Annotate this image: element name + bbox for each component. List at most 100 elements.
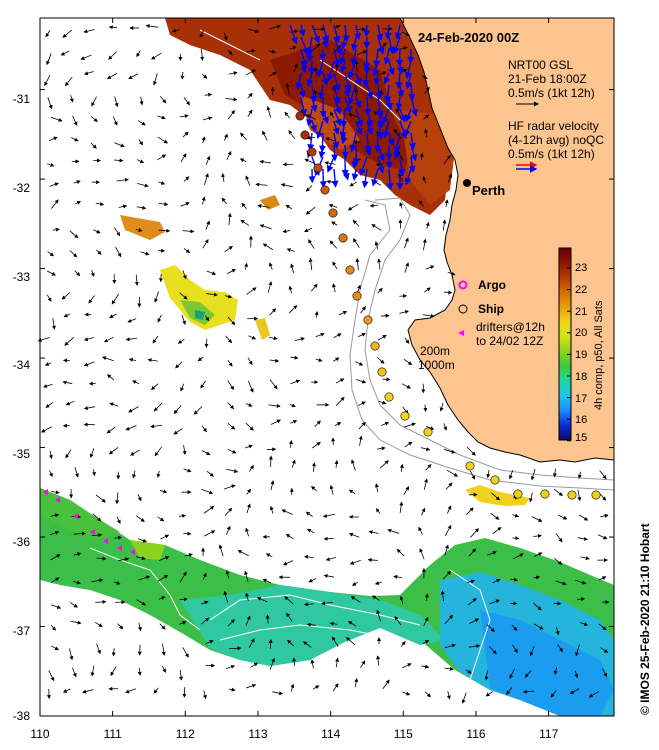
current-arrow bbox=[136, 205, 147, 210]
current-arrow bbox=[111, 648, 116, 657]
hf-radar-arrow bbox=[387, 132, 395, 147]
current-arrow bbox=[447, 173, 453, 183]
current-arrow bbox=[227, 49, 233, 56]
current-arrow bbox=[509, 668, 516, 679]
current-arrow bbox=[268, 403, 281, 408]
colorbar-title: 4h comp, p50, All Sats bbox=[593, 300, 605, 410]
current-arrow bbox=[157, 314, 162, 323]
current-arrow bbox=[158, 202, 169, 207]
current-arrow bbox=[399, 201, 404, 209]
current-arrow bbox=[322, 513, 336, 518]
current-arrow bbox=[290, 29, 299, 34]
current-arrow bbox=[246, 287, 257, 295]
hf-radar-arrow bbox=[384, 84, 392, 104]
current-arrow bbox=[329, 621, 338, 626]
hf-radar-arrow bbox=[366, 84, 374, 100]
hf-radar-arrow bbox=[377, 36, 385, 55]
current-arrow bbox=[418, 526, 423, 535]
current-arrow bbox=[173, 428, 183, 435]
current-arrow bbox=[465, 669, 472, 674]
current-arrow bbox=[115, 492, 120, 505]
current-arrow bbox=[469, 618, 480, 624]
hf-radar-arrow bbox=[322, 108, 329, 125]
current-arrow bbox=[315, 332, 325, 338]
current-arrow bbox=[444, 524, 452, 536]
drifter-marker bbox=[73, 513, 78, 519]
isobath-lines bbox=[349, 197, 614, 491]
current-arrow bbox=[506, 687, 513, 695]
current-arrow bbox=[83, 406, 96, 410]
current-arrow bbox=[245, 69, 256, 76]
current-arrow bbox=[268, 262, 273, 270]
current-arrow bbox=[550, 690, 557, 698]
current-arrow bbox=[205, 155, 211, 165]
current-arrow bbox=[80, 54, 92, 60]
current-arrow bbox=[372, 595, 380, 601]
current-arrow bbox=[382, 679, 390, 690]
axis-ticks bbox=[39, 18, 614, 717]
current-arrow bbox=[312, 441, 321, 449]
current-arrow bbox=[83, 71, 94, 76]
current-arrow bbox=[182, 229, 195, 234]
current-arrow bbox=[447, 271, 456, 276]
current-arrow bbox=[202, 116, 213, 121]
current-arrow bbox=[440, 590, 445, 602]
current-arrow bbox=[404, 262, 410, 273]
current-arrow bbox=[73, 531, 86, 536]
current-arrow bbox=[588, 691, 600, 698]
current-arrow bbox=[422, 640, 430, 644]
current-arrow bbox=[290, 420, 298, 424]
current-arrow bbox=[324, 161, 336, 166]
perth-marker bbox=[463, 179, 471, 187]
current-arrow bbox=[289, 403, 296, 408]
current-arrow bbox=[401, 663, 412, 669]
current-arrow bbox=[180, 202, 190, 207]
current-arrow bbox=[600, 513, 609, 518]
current-arrow bbox=[46, 53, 52, 66]
current-arrow bbox=[439, 402, 444, 412]
current-arrow bbox=[446, 690, 451, 700]
drifter-position bbox=[328, 208, 338, 218]
current-arrow bbox=[96, 556, 107, 561]
current-arrow bbox=[403, 422, 416, 428]
current-arrow bbox=[96, 643, 101, 655]
current-arrow bbox=[399, 463, 404, 472]
current-arrow bbox=[179, 669, 184, 681]
current-arrow bbox=[172, 28, 180, 33]
current-arrow bbox=[308, 257, 313, 271]
drifter-position bbox=[307, 147, 317, 157]
current-arrow bbox=[379, 460, 389, 469]
current-arrow bbox=[61, 292, 70, 300]
current-arrow bbox=[426, 426, 435, 430]
hf-radar-arrow bbox=[363, 24, 371, 38]
current-arrow bbox=[378, 400, 387, 405]
current-arrow bbox=[356, 379, 367, 384]
drifter-position bbox=[465, 461, 475, 471]
current-arrow bbox=[288, 440, 293, 448]
current-arrow bbox=[306, 622, 316, 627]
current-arrow bbox=[200, 49, 205, 61]
current-arrow bbox=[314, 311, 319, 318]
current-arrow bbox=[577, 536, 588, 541]
current-arrow bbox=[425, 221, 430, 229]
current-arrow bbox=[294, 337, 305, 342]
current-arrow bbox=[443, 154, 451, 165]
current-arrow bbox=[308, 578, 317, 583]
current-arrow bbox=[183, 97, 191, 106]
current-arrow bbox=[62, 688, 71, 693]
hf-radar-arrow bbox=[339, 48, 346, 65]
current-arrow bbox=[334, 422, 342, 426]
hf-radar-arrow bbox=[384, 24, 392, 40]
current-arrow bbox=[247, 357, 253, 365]
hf-radar-arrow bbox=[298, 24, 306, 37]
hf-radar-arrow bbox=[387, 60, 395, 76]
current-arrow bbox=[305, 206, 316, 215]
current-arrow bbox=[423, 616, 429, 627]
current-arrow bbox=[203, 505, 215, 514]
hf-radar-arrow bbox=[340, 108, 348, 128]
hf-radar-arrow bbox=[408, 84, 416, 102]
current-arrow bbox=[282, 560, 294, 566]
current-arrow bbox=[95, 599, 107, 604]
current-arrow bbox=[268, 49, 276, 54]
current-arrow bbox=[348, 532, 360, 538]
